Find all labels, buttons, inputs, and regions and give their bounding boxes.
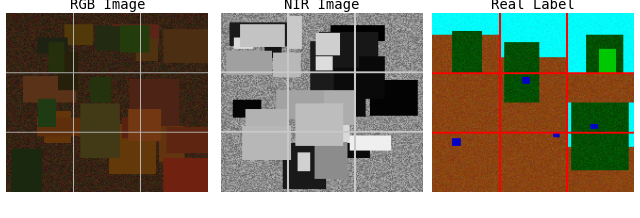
Title: NIR Image: NIR Image: [284, 0, 359, 12]
Title: RGB Image: RGB Image: [70, 0, 145, 12]
Title: Real Label: Real Label: [491, 0, 575, 12]
